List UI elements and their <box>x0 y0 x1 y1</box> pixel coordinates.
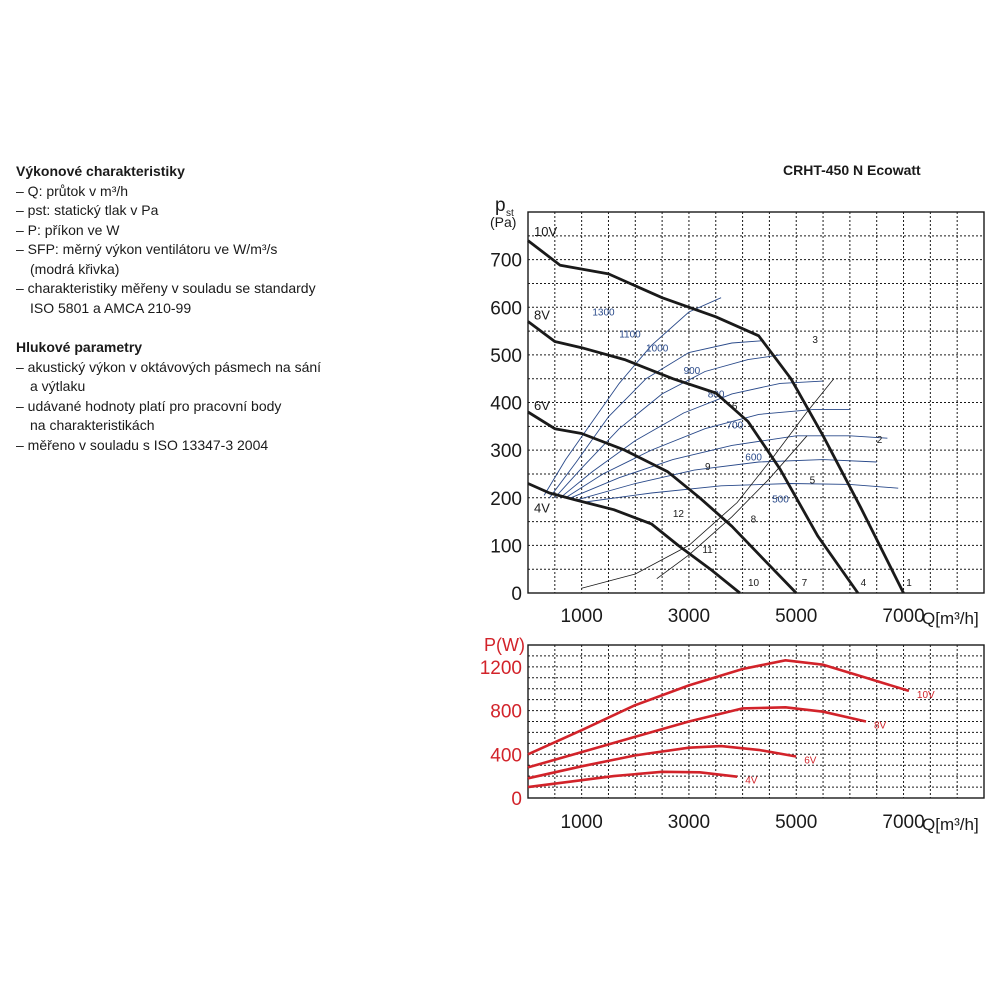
sfp-curve <box>543 297 722 496</box>
power-curve <box>527 659 910 756</box>
sfp-curve <box>565 409 850 499</box>
sfp-curve <box>549 340 765 499</box>
model-title: CRHT-450 N Ecowatt <box>783 162 921 178</box>
sfp-curve-label: 1100 <box>619 329 641 340</box>
performance-item: (modrá křivka) <box>30 260 120 277</box>
performance-item: – charakteristiky měřeny v souladu se st… <box>16 280 316 296</box>
x-axis-label: Q[m³/h] <box>922 815 979 834</box>
operating-point-label: 4 <box>861 578 867 589</box>
y-axis-label: p <box>495 195 506 216</box>
pressure-chart: 0 100 200 300 400 500 600 700 1000 3000 5000 7000Q[… <box>490 195 985 628</box>
sfp-curve-label: 1000 <box>646 344 669 355</box>
noise-heading: Hlukové parametry <box>16 339 143 355</box>
y-tick-label: 0 <box>511 789 522 810</box>
x-tick-label: 7000 <box>882 812 924 833</box>
fan-curve-label: 8V <box>534 307 550 322</box>
power-curve-label: 4V <box>745 776 758 787</box>
sfp-curve-label: 500 <box>772 495 789 506</box>
operating-point-label: 9 <box>705 462 711 473</box>
y-axis-unit: (Pa) <box>490 214 516 230</box>
operating-point-label: 7 <box>802 578 808 589</box>
fan-curve <box>527 320 860 594</box>
y-tick-label: 700 <box>490 251 522 272</box>
performance-item: – SFP: měrný výkon ventilátoru ve W/m³/s <box>16 241 278 257</box>
x-tick-label: 1000 <box>561 606 603 627</box>
y-tick-label: 1200 <box>480 658 522 679</box>
y-axis-label: P(W) <box>484 635 525 655</box>
sfp-curve-label: 600 <box>745 453 762 464</box>
y-tick-label: 600 <box>490 298 522 319</box>
operating-point-label: 2 <box>877 435 883 446</box>
power-curve <box>527 706 867 769</box>
noise-item: – udávané hodnoty platí pro pracovní bod… <box>16 397 282 414</box>
power-curve-label: 6V <box>804 755 817 766</box>
power-curve <box>527 744 797 780</box>
plot-frame <box>527 211 985 594</box>
y-tick-label: 500 <box>490 346 522 367</box>
noise-item: – měřeno v souladu s ISO 13347-3 2004 <box>16 436 269 453</box>
sfp-curve-label: 1300 <box>592 307 615 318</box>
performance-heading: Výkonové charakteristiky <box>16 163 185 179</box>
power-curve-label: 10V <box>917 690 935 701</box>
noise-item: na charakteristikách <box>30 417 155 433</box>
power-curve <box>527 770 738 789</box>
sfp-curve-label: 900 <box>684 366 701 377</box>
sfp-curve <box>554 354 781 499</box>
y-tick-label: 0 <box>511 584 522 605</box>
sfp-curve <box>570 435 888 499</box>
x-tick-label: 5000 <box>775 606 817 627</box>
operating-point-label: 5 <box>810 475 816 486</box>
noise-item: a výtlaku <box>30 378 86 394</box>
sfp-curve <box>581 483 899 503</box>
fan-curve <box>527 482 741 595</box>
y-tick-label: 800 <box>490 702 522 723</box>
performance-item: – Q: průtok v m³/h <box>16 182 129 199</box>
operating-point-label: 1 <box>906 578 912 589</box>
x-tick-label: 7000 <box>882 606 924 627</box>
sfp-curve-label: 700 <box>726 421 743 432</box>
y-tick-label: 400 <box>490 394 522 415</box>
operating-point-label: 12 <box>673 509 685 520</box>
power-curve-label: 8V <box>874 721 887 732</box>
fan-curve <box>527 239 905 594</box>
plot-frame <box>527 644 985 799</box>
performance-legend: Výkonové charakteristiky – Q: průtok v m… <box>16 162 316 318</box>
performance-item: – P: příkon ve W <box>16 221 120 238</box>
y-tick-label: 400 <box>490 745 522 766</box>
sfp-curve <box>576 459 877 501</box>
y-tick-label: 100 <box>490 536 522 557</box>
y-tick-label: 300 <box>490 441 522 462</box>
sfp-curve <box>559 380 824 499</box>
x-tick-label: 5000 <box>775 812 817 833</box>
fan-curve <box>527 410 798 594</box>
system-curve <box>656 435 808 580</box>
x-tick-label: 3000 <box>668 606 710 627</box>
operating-point-label: 8 <box>751 515 757 526</box>
x-tick-label: 3000 <box>668 812 710 833</box>
y-axis-label-sub: st <box>506 208 514 219</box>
fan-curve-label: 10V <box>534 224 557 239</box>
system-curve <box>581 378 835 589</box>
x-tick-label: 1000 <box>561 812 603 833</box>
fan-curve-label: 6V <box>534 398 550 413</box>
fan-curve-label: 4V <box>534 500 550 515</box>
operating-point-label: 11 <box>702 545 713 556</box>
performance-item: ISO 5801 a AMCA 210-99 <box>30 299 192 316</box>
x-axis-label: Q[m³/h] <box>922 609 979 628</box>
operating-point-label: 3 <box>812 335 818 346</box>
operating-point-label: 10 <box>748 578 760 589</box>
performance-item: – pst: statický tlak v Pa <box>16 202 159 218</box>
noise-legend: Hlukové parametry – akustický výkon v ok… <box>16 338 321 455</box>
y-tick-label: 200 <box>490 489 522 510</box>
operating-point-label: 6 <box>732 402 738 413</box>
noise-item: – akustický výkon v oktávových pásmech n… <box>16 358 322 375</box>
